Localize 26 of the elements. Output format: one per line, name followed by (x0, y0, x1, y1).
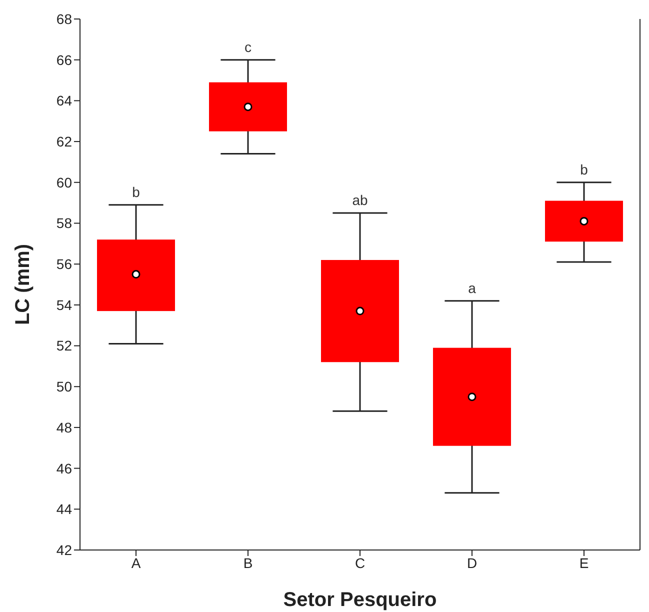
annotation: c (244, 38, 252, 55)
x-tick-label: C (354, 554, 366, 571)
annotation: b (132, 184, 140, 200)
y-tick-label: 48 (56, 419, 72, 436)
y-tick-label: 56 (56, 256, 72, 272)
y-tick-label: 52 (56, 338, 72, 354)
y-tick-label: 66 (56, 52, 72, 68)
y-tick-label: 62 (56, 134, 72, 150)
annotation: b (580, 161, 588, 178)
y-tick-label: 64 (56, 92, 72, 109)
y-tick-label: 46 (56, 460, 72, 476)
y-tick-label: 58 (56, 215, 72, 232)
annotation: ab (352, 192, 368, 208)
y-tick-label: 44 (56, 501, 72, 518)
y-tick-label: 42 (56, 542, 72, 558)
x-tick-label: A (131, 554, 142, 571)
x-axis-title: Setor Pesqueiro (283, 589, 437, 611)
y-tick-label: 68 (56, 10, 72, 27)
y-tick-label: 50 (56, 378, 72, 395)
y-axis-title: LC (mm) (12, 244, 34, 326)
y-tick-label: 54 (56, 296, 72, 313)
x-tick-label: E (579, 554, 589, 571)
x-tick-label: D (466, 554, 478, 571)
annotation: a (468, 280, 476, 296)
y-tick-label: 60 (56, 174, 72, 190)
x-tick-label: B (243, 554, 253, 571)
